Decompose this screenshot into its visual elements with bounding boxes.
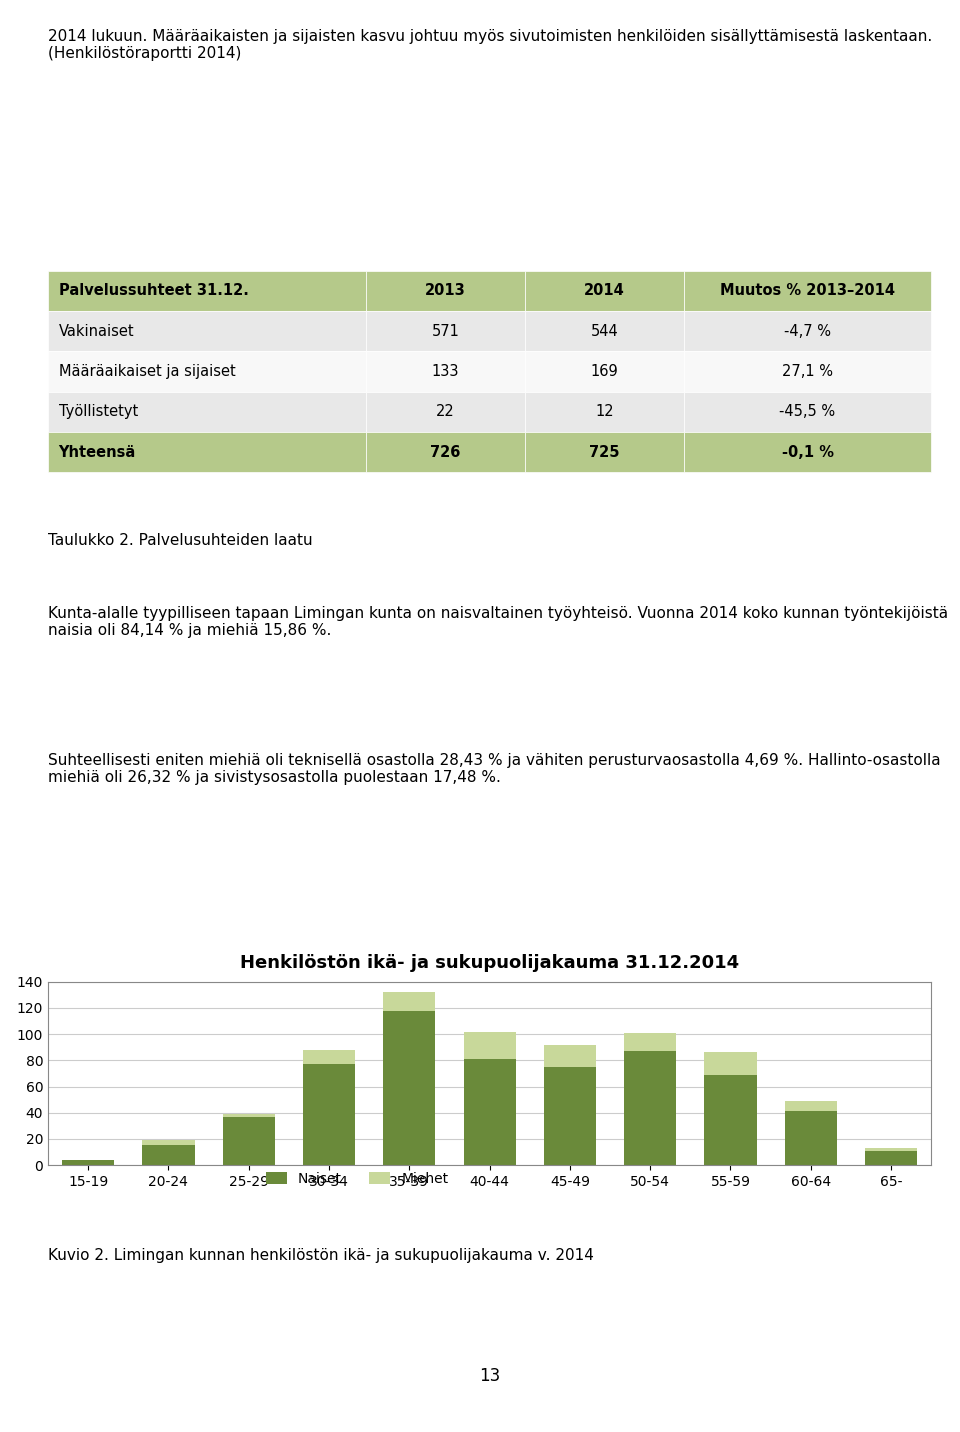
Text: -4,7 %: -4,7 % [784, 324, 831, 338]
FancyBboxPatch shape [525, 351, 684, 391]
Bar [624, 1032, 676, 1051]
Bar [464, 1060, 516, 1166]
Text: 133: 133 [432, 364, 459, 379]
Text: 169: 169 [590, 364, 618, 379]
Bar [705, 1075, 756, 1166]
Text: Työllistetyt: Työllistetyt [59, 404, 138, 420]
Bar [142, 1140, 195, 1146]
Bar [624, 1051, 676, 1166]
Bar [223, 1114, 275, 1117]
FancyBboxPatch shape [684, 432, 931, 473]
Bar [865, 1151, 917, 1166]
Bar [62, 1160, 114, 1166]
Bar [303, 1050, 355, 1064]
Bar [223, 1117, 275, 1166]
Bar [784, 1101, 837, 1111]
Text: Kunta-alalle tyypilliseen tapaan Limingan kunta on naisvaltainen työyhteisö. Vuo: Kunta-alalle tyypilliseen tapaan Liminga… [48, 606, 948, 639]
Bar [543, 1044, 596, 1067]
FancyBboxPatch shape [366, 432, 525, 473]
FancyBboxPatch shape [684, 391, 931, 432]
Text: 2014 lukuun. Määräaikaisten ja sijaisten kasvu johtuu myös sivutoimisten henkilö: 2014 lukuun. Määräaikaisten ja sijaisten… [48, 29, 932, 62]
Bar [543, 1067, 596, 1166]
Bar [865, 1148, 917, 1151]
FancyBboxPatch shape [366, 271, 525, 311]
FancyBboxPatch shape [48, 432, 366, 473]
FancyBboxPatch shape [366, 311, 525, 351]
FancyBboxPatch shape [525, 432, 684, 473]
Text: 12: 12 [595, 404, 613, 420]
FancyBboxPatch shape [525, 311, 684, 351]
FancyBboxPatch shape [366, 391, 525, 432]
Text: -45,5 %: -45,5 % [780, 404, 835, 420]
FancyBboxPatch shape [48, 271, 366, 311]
Bar [142, 1146, 195, 1166]
Text: -0,1 %: -0,1 % [781, 444, 833, 460]
Text: 27,1 %: 27,1 % [782, 364, 833, 379]
Text: Taulukko 2. Palvelusuhteiden laatu: Taulukko 2. Palvelusuhteiden laatu [48, 533, 313, 547]
Text: 725: 725 [589, 444, 619, 460]
Text: 726: 726 [430, 444, 461, 460]
FancyBboxPatch shape [48, 351, 366, 391]
Title: Henkilöstön ikä- ja sukupuolijakauma 31.12.2014: Henkilöstön ikä- ja sukupuolijakauma 31.… [240, 954, 739, 972]
Legend: Naiset, Miehet: Naiset, Miehet [260, 1166, 454, 1191]
Text: 544: 544 [590, 324, 618, 338]
Bar [383, 992, 436, 1011]
Bar [705, 1053, 756, 1075]
Text: Suhteellisesti eniten miehiä oli teknisellä osastolla 28,43 % ja vähiten perustu: Suhteellisesti eniten miehiä oli teknise… [48, 753, 941, 785]
FancyBboxPatch shape [525, 391, 684, 432]
Text: 2014: 2014 [584, 284, 625, 298]
FancyBboxPatch shape [684, 351, 931, 391]
FancyBboxPatch shape [366, 351, 525, 391]
FancyBboxPatch shape [684, 311, 931, 351]
Text: Vakinaiset: Vakinaiset [59, 324, 134, 338]
Text: 13: 13 [479, 1366, 500, 1385]
Text: 22: 22 [436, 404, 455, 420]
Text: 2013: 2013 [425, 284, 466, 298]
FancyBboxPatch shape [525, 271, 684, 311]
FancyBboxPatch shape [684, 271, 931, 311]
Bar [383, 1011, 436, 1166]
Text: Muutos % 2013–2014: Muutos % 2013–2014 [720, 284, 895, 298]
Bar [303, 1064, 355, 1166]
Text: Palvelussuhteet 31.12.: Palvelussuhteet 31.12. [59, 284, 249, 298]
Text: Yhteensä: Yhteensä [59, 444, 136, 460]
Text: Kuvio 2. Limingan kunnan henkilöstön ikä- ja sukupuolijakauma v. 2014: Kuvio 2. Limingan kunnan henkilöstön ikä… [48, 1247, 594, 1263]
FancyBboxPatch shape [48, 391, 366, 432]
Text: 571: 571 [431, 324, 460, 338]
Bar [464, 1031, 516, 1060]
Text: Määräaikaiset ja sijaiset: Määräaikaiset ja sijaiset [59, 364, 235, 379]
Bar [784, 1111, 837, 1166]
FancyBboxPatch shape [48, 311, 366, 351]
